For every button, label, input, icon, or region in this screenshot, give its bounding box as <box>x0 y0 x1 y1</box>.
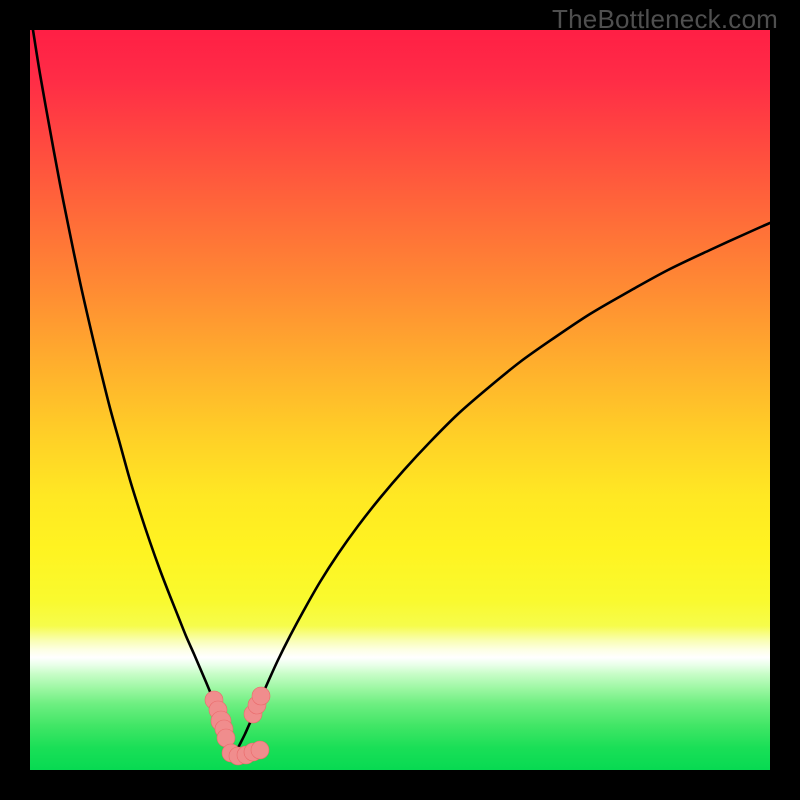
plot-svg <box>30 30 770 770</box>
plot-area <box>30 30 770 770</box>
marker-dot <box>251 741 269 759</box>
watermark-label: TheBottleneck.com <box>552 4 778 35</box>
plot-background <box>30 30 770 770</box>
marker-dot <box>252 687 270 705</box>
